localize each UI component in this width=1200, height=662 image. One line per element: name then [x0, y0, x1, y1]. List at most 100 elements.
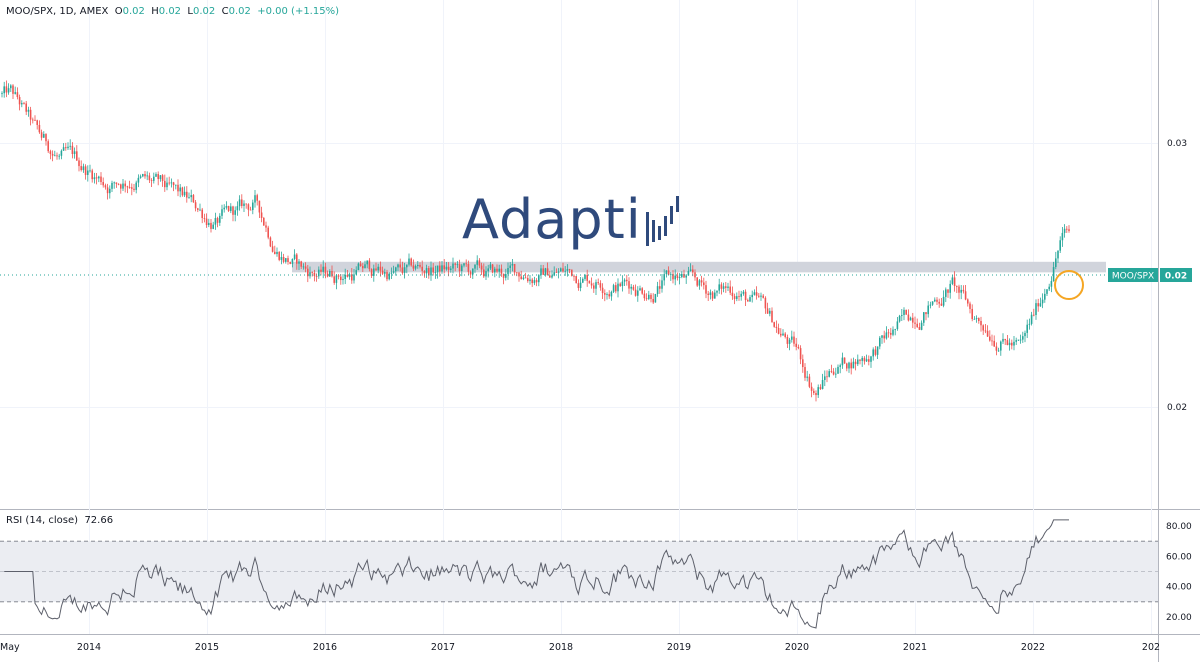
candle-body [3, 86, 5, 94]
candle-body [608, 294, 610, 297]
candle-body [720, 284, 723, 289]
candle-body [23, 103, 25, 104]
candle-body [98, 176, 100, 179]
candle-body [848, 362, 850, 369]
candle-body [241, 199, 243, 206]
candle-body [586, 275, 588, 281]
grid-lines [0, 0, 1158, 634]
time-tick-label: May [0, 642, 20, 653]
candle-body [298, 261, 300, 264]
candle-body [740, 293, 742, 297]
candle-body [590, 283, 593, 286]
candle-body [905, 309, 907, 315]
candle-body [854, 361, 857, 365]
candle-body [703, 282, 705, 286]
logo-bars-icon [645, 196, 679, 246]
candle-body [480, 265, 483, 270]
candle-body [1063, 228, 1066, 233]
candle-body [265, 225, 267, 228]
time-tick-label: 2017 [431, 642, 455, 653]
candle-body [359, 263, 362, 267]
candle-body [491, 264, 494, 273]
candle-body [267, 227, 269, 238]
candle-body [300, 261, 302, 267]
candle-body [95, 177, 98, 179]
candle-body [672, 273, 674, 280]
candle-body [232, 206, 234, 215]
candle-body [456, 264, 459, 266]
candle-body [458, 264, 461, 272]
candle-body [520, 276, 522, 280]
candle-body [802, 359, 804, 368]
candle-body [487, 268, 489, 272]
candle-body [150, 180, 153, 181]
candle-body [907, 314, 910, 321]
candle-body [597, 282, 599, 284]
candle-body [1028, 323, 1031, 325]
rsi-header: RSI (14, close) 72.66 [6, 515, 113, 526]
candle-body [681, 273, 683, 277]
candle-body [564, 270, 566, 272]
candle-body [212, 224, 214, 229]
candle-body [120, 184, 122, 189]
candle-body [439, 265, 441, 272]
candle-body [377, 266, 379, 271]
candle-body [546, 268, 549, 276]
candle-body [12, 85, 14, 94]
candle-body [71, 145, 74, 154]
candle-body [674, 275, 676, 280]
candle-body [454, 263, 456, 265]
candle-body [362, 266, 364, 269]
candle-body [322, 266, 324, 272]
candle-body [302, 266, 305, 268]
candle-body [615, 285, 617, 292]
candle-body [810, 386, 813, 391]
candle-body [16, 92, 19, 98]
candles [1, 80, 1070, 402]
candle-body [993, 340, 995, 347]
candle-body [793, 336, 795, 344]
candle-body [1008, 342, 1011, 346]
candle-body [795, 343, 797, 347]
candle-body [1066, 228, 1068, 230]
candle-body [870, 356, 872, 362]
candle-body [714, 292, 716, 299]
candle-body [670, 273, 672, 275]
candle-body [995, 346, 998, 351]
rsi-tick-label: 40.00 [1166, 583, 1192, 593]
candle-body [562, 268, 564, 272]
candle-body [172, 182, 175, 186]
candle-body [260, 212, 263, 218]
candle-body [553, 272, 555, 276]
candle-body [223, 207, 225, 210]
candle-body [1019, 339, 1022, 341]
candle-body [197, 208, 199, 210]
candle-body [236, 206, 239, 211]
candle-body [203, 217, 206, 219]
candle-body [366, 260, 368, 265]
candle-body [139, 176, 142, 178]
candle-body [665, 270, 668, 275]
candle-body [652, 298, 654, 303]
candle-body [109, 188, 111, 194]
candle-body [373, 268, 375, 276]
open-value: 0.02 [122, 6, 145, 17]
candle-body [705, 285, 707, 294]
candle-body [610, 291, 613, 297]
price-axis[interactable]: MOO/SPX 0.02 0.03 0.02 [1108, 139, 1192, 413]
candle-body [186, 191, 188, 198]
rsi-axis[interactable]: 80.00 60.00 40.00 20.00 [1166, 522, 1192, 623]
time-axis[interactable]: May 2014 2015 2016 2017 2018 2019 2020 2021 2022 2… [0, 642, 1160, 653]
candle-body [443, 265, 445, 270]
candle-body [725, 286, 727, 288]
candle-body [289, 261, 291, 264]
time-tick-label: 2016 [313, 642, 337, 653]
candle-body [1050, 281, 1053, 287]
candle-body [423, 270, 426, 274]
candle-body [428, 268, 430, 276]
candle-body [980, 321, 982, 326]
candle-body [425, 268, 428, 274]
candle-body [529, 279, 531, 282]
high-label: H [151, 6, 159, 17]
